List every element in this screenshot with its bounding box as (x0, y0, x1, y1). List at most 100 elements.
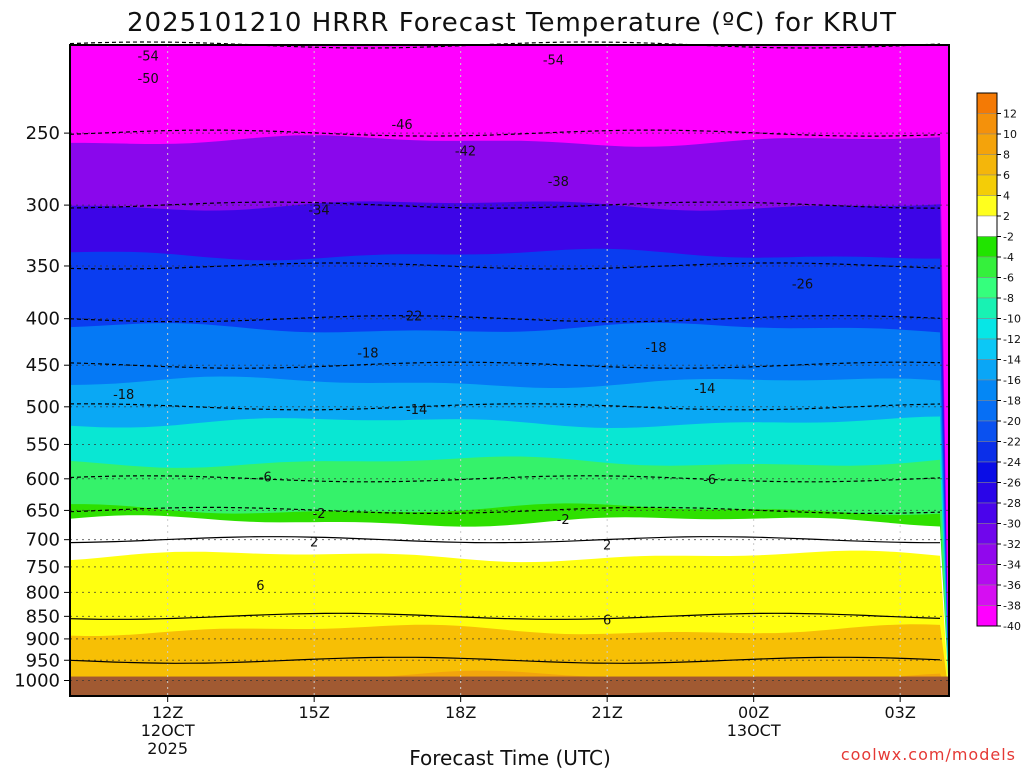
y-tick-label: 250 (26, 123, 60, 144)
colorbar-swatch (976, 482, 998, 504)
isotherm-label: -14 (694, 382, 715, 397)
isotherm-line (69, 403, 941, 411)
x-tick-label: 13OCT (727, 721, 781, 740)
isotherm-line (69, 536, 940, 544)
isotherm-line (69, 201, 940, 209)
isotherm-line (69, 315, 941, 323)
credit-link[interactable]: coolwx.com/models (841, 745, 1016, 764)
y-tick-label: 850 (26, 606, 60, 627)
x-tick-label: 12Z (152, 703, 183, 722)
y-tick-label: 500 (26, 397, 60, 418)
colorbar-label: -38 (1003, 600, 1021, 613)
colorbar-swatch (976, 318, 998, 340)
isotherm-lines (69, 41, 941, 664)
colorbar-label: 10 (1003, 128, 1017, 141)
colorbar-label: -10 (1003, 313, 1021, 326)
x-tick-label: 15Z (299, 703, 330, 722)
colorbar-swatch (976, 154, 998, 176)
colorbar-label: -28 (1003, 497, 1021, 510)
colorbar-swatch (976, 359, 998, 381)
colorbar-label: 8 (1003, 149, 1010, 162)
plot-frame (69, 44, 950, 697)
colorbar-swatch (976, 441, 998, 463)
y-tick-label: 300 (26, 195, 60, 216)
isotherm-label: 2 (603, 538, 611, 553)
colorbar-label: -32 (1003, 538, 1021, 551)
isotherm-label: -14 (406, 403, 427, 418)
isotherm-label: -2 (313, 507, 326, 522)
colorbar-swatch (976, 174, 998, 196)
y-tick-label: 950 (26, 650, 60, 671)
isotherm-label: -18 (645, 341, 666, 356)
x-tick-label: 00Z (738, 703, 769, 722)
colorbar: 12 10 8 6 4 2 -2 -4 -6 -8 -10 -12 -14 -16 -18 -20 -22 -24… (976, 92, 1021, 633)
colorbar-label: -14 (1003, 354, 1021, 367)
colorbar-swatch (976, 564, 998, 586)
x-axis-label: Forecast Time (UTC) (409, 746, 611, 768)
colorbar-swatch (976, 584, 998, 606)
y-tick-label: 350 (26, 256, 60, 277)
isotherm-label: -38 (548, 175, 569, 190)
isotherm-line (69, 361, 941, 369)
y-axis: 2503003504004505005506006507007508008509… (14, 123, 70, 692)
colorbar-label: -12 (1003, 333, 1021, 346)
isotherm-label: -42 (455, 145, 476, 160)
colorbar-label: 6 (1003, 169, 1010, 182)
gridlines (70, 45, 949, 696)
terrain-band (70, 676, 949, 696)
colorbar-swatch (976, 133, 998, 155)
colorbar-label: -20 (1003, 415, 1021, 428)
isotherm-label: -18 (357, 347, 378, 362)
colorbar-label: -36 (1003, 579, 1021, 592)
colorbar-swatch (976, 113, 998, 135)
isotherm-line (69, 41, 941, 49)
colorbar-label: -18 (1003, 395, 1021, 408)
colorbar-label: -24 (1003, 456, 1021, 469)
colorbar-swatch (976, 195, 998, 217)
isotherm-label: -2 (557, 513, 570, 528)
x-tick-label: 03Z (885, 703, 916, 722)
colorbar-swatch (976, 256, 998, 278)
colorbar-label: -26 (1003, 477, 1021, 490)
colorbar-label: -2 (1003, 231, 1014, 244)
colorbar-label: 2 (1003, 210, 1010, 223)
colorbar-label: -40 (1003, 620, 1021, 633)
y-tick-label: 550 (26, 434, 60, 455)
x-tick-label: 21Z (592, 703, 623, 722)
isotherm-line (69, 506, 941, 515)
temperature-fill (70, 45, 949, 697)
colorbar-swatch (976, 605, 998, 627)
colorbar-label: -8 (1003, 292, 1014, 305)
y-tick-label: 1000 (14, 671, 60, 692)
y-tick-label: 450 (26, 355, 60, 376)
colorbar-swatch (976, 277, 998, 299)
colorbar-swatch (976, 461, 998, 483)
chart-title: 2025101210 HRRR Forecast Temperature (ºC… (127, 8, 897, 38)
x-tick-label: 18Z (445, 703, 476, 722)
plot-area: -54 -54-50-46-42-38-34-26-22-18-18 -18-14-… (69, 41, 950, 697)
y-tick-label: 600 (26, 469, 60, 490)
colorbar-swatch (976, 236, 998, 258)
colorbar-label: -34 (1003, 559, 1021, 572)
isotherm-line (69, 656, 941, 664)
colorbar-label: 4 (1003, 190, 1010, 203)
isotherm-label: -26 (792, 278, 813, 293)
colorbar-swatch (976, 338, 998, 360)
isotherm-label: 2 (310, 535, 318, 550)
isotherm-label: -54 (543, 53, 564, 68)
colorbar-swatch (976, 543, 998, 565)
isotherm-line (69, 129, 941, 137)
isotherm-label: -18 (113, 388, 134, 403)
isotherm-line (69, 475, 941, 483)
y-tick-label: 700 (26, 530, 60, 551)
isotherm-label: -46 (391, 118, 412, 133)
isotherm-label: 6 (603, 613, 611, 628)
colorbar-label: -6 (1003, 272, 1014, 285)
y-tick-label: 900 (26, 629, 60, 650)
colorbar-label: -30 (1003, 518, 1021, 531)
y-tick-label: 400 (26, 309, 60, 330)
y-tick-label: 650 (26, 500, 60, 521)
isotherm-label: -6 (259, 470, 272, 485)
